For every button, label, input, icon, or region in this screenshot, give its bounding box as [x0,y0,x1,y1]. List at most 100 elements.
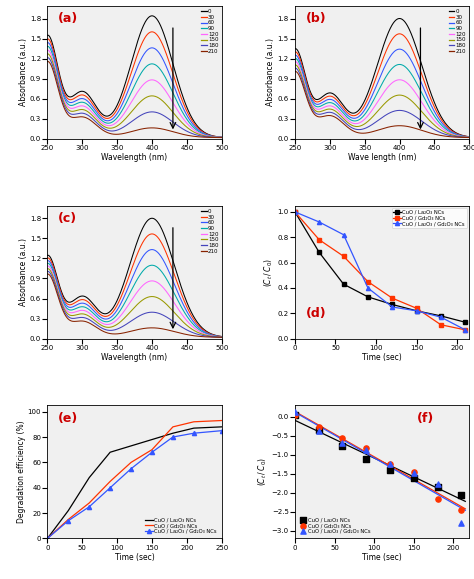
CuO / Gd₂O₃ NCs [363,444,370,453]
CuO / Gd₂O₃ NCs [386,460,394,469]
Y-axis label: Absorbance (a.u.): Absorbance (a.u.) [19,238,28,306]
CuO / La₂O₃ / Gd₂O₃ NCs [191,430,197,437]
CuO / La₂O₃ / Gd₂O₃ NCs [457,519,465,528]
CuO / La₂O₃ NCs [107,449,113,456]
Legend: 0, 30, 60, 90, 120, 150, 180, 210: 0, 30, 60, 90, 120, 150, 180, 210 [201,208,219,254]
CuO / La₂O₃ NCs [191,424,197,431]
CuO / Gd₂O₃ NCs [191,418,197,425]
Text: (d): (d) [305,307,326,320]
CuO / La₂O₃ NCs [434,482,441,492]
CuO / La₂O₃ / Gd₂O₃ NCs [45,535,50,542]
Y-axis label: $(C_t\,/\,C_0)$: $(C_t\,/\,C_0)$ [263,258,275,287]
Legend: 0, 30, 60, 90, 120, 150, 180, 210: 0, 30, 60, 90, 120, 150, 180, 210 [201,9,219,54]
CuO / La₂O₃ NCs [149,436,155,443]
CuO / Gd₂O₃ NCs [414,305,419,312]
CuO / Gd₂O₃ NCs [341,253,346,260]
CuO / Gd₂O₃ NCs [128,459,134,466]
CuO / Gd₂O₃ NCs [389,295,395,302]
CuO / Gd₂O₃ NCs [457,505,465,515]
CuO / La₂O₃ NCs [389,301,395,308]
Line: CuO / La₂O₃ NCs: CuO / La₂O₃ NCs [293,210,467,324]
X-axis label: Time (sec): Time (sec) [362,353,402,362]
Line: CuO / Gd₂O₃ NCs: CuO / Gd₂O₃ NCs [293,210,467,332]
CuO / La₂O₃ NCs [365,294,371,301]
CuO / La₂O₃ / Gd₂O₃ NCs [365,284,371,291]
CuO / Gd₂O₃ NCs [149,446,155,453]
CuO / La₂O₃ / Gd₂O₃ NCs [410,468,418,478]
CuO / La₂O₃ NCs [292,208,298,215]
CuO / La₂O₃ NCs [65,507,71,514]
CuO / La₂O₃ / Gd₂O₃ NCs [317,218,322,225]
Legend: 0, 30, 60, 90, 120, 150, 180, 210: 0, 30, 60, 90, 120, 150, 180, 210 [448,9,466,54]
CuO / Gd₂O₃ NCs [317,236,322,243]
CuO / La₂O₃ NCs [410,473,418,482]
CuO / La₂O₃ / Gd₂O₃ NCs [107,484,113,491]
CuO / Gd₂O₃ NCs [65,516,71,523]
CuO / La₂O₃ NCs [128,442,134,449]
Line: CuO / La₂O₃ NCs: CuO / La₂O₃ NCs [47,427,222,538]
CuO / La₂O₃ / Gd₂O₃ NCs [291,408,299,417]
X-axis label: Wave length (nm): Wave length (nm) [348,153,416,162]
CuO / La₂O₃ NCs [317,249,322,256]
CuO / La₂O₃ NCs [457,490,465,499]
CuO / La₂O₃ / Gd₂O₃ NCs [219,427,225,434]
CuO / Gd₂O₃ NCs [462,327,468,334]
CuO / Gd₂O₃ NCs [438,321,444,328]
CuO / La₂O₃ / Gd₂O₃ NCs [434,480,441,489]
CuO / La₂O₃ NCs [386,466,394,475]
CuO / La₂O₃ / Gd₂O₃ NCs [363,446,370,455]
CuO / Gd₂O₃ NCs [291,410,299,419]
X-axis label: Wavelength (nm): Wavelength (nm) [101,153,168,162]
CuO / Gd₂O₃ NCs [219,417,225,424]
X-axis label: Wavelength (nm): Wavelength (nm) [101,353,168,362]
CuO / La₂O₃ NCs [462,319,468,326]
CuO / La₂O₃ / Gd₂O₃ NCs [86,503,92,510]
CuO / Gd₂O₃ NCs [315,423,322,432]
Line: CuO / La₂O₃ / Gd₂O₃ NCs: CuO / La₂O₃ / Gd₂O₃ NCs [293,210,467,332]
CuO / La₂O₃ NCs [438,313,444,320]
CuO / La₂O₃ / Gd₂O₃ NCs [128,466,134,472]
Text: (f): (f) [417,412,434,425]
CuO / Gd₂O₃ NCs [170,423,176,430]
CuO / La₂O₃ / Gd₂O₃ NCs [414,307,419,314]
CuO / La₂O₃ / Gd₂O₃ NCs [438,314,444,321]
Text: (b): (b) [305,12,326,25]
Legend: CuO / La₂O₃ NCs, CuO / Gd₂O₃ NCs, CuO / La₂O₃ / Gd₂O₃ NCs: CuO / La₂O₃ NCs, CuO / Gd₂O₃ NCs, CuO / … [392,208,466,228]
Legend: CuO / La₂O₃ NCs, CuO / Gd₂O₃ NCs, CuO / La₂O₃ / Gd₂O₃ NCs: CuO / La₂O₃ NCs, CuO / Gd₂O₃ NCs, CuO / … [143,515,219,536]
CuO / Gd₂O₃ NCs [365,278,371,285]
X-axis label: Time (sec): Time (sec) [115,553,155,562]
CuO / La₂O₃ NCs [219,423,225,430]
CuO / La₂O₃ / Gd₂O₃ NCs [149,449,155,456]
CuO / La₂O₃ NCs [341,281,346,288]
Y-axis label: Degradation efficiency (%): Degradation efficiency (%) [17,420,26,523]
CuO / Gd₂O₃ NCs [434,494,441,503]
Text: (e): (e) [58,412,78,425]
CuO / Gd₂O₃ NCs [410,467,418,477]
CuO / La₂O₃ / Gd₂O₃ NCs [65,517,71,524]
CuO / Gd₂O₃ NCs [292,208,298,215]
CuO / Gd₂O₃ NCs [86,500,92,507]
CuO / Gd₂O₃ NCs [339,433,346,442]
X-axis label: Time (sec): Time (sec) [362,553,402,562]
Y-axis label: Absorbance (a.u.): Absorbance (a.u.) [19,38,28,107]
CuO / La₂O₃ NCs [291,410,299,419]
CuO / Gd₂O₃ NCs [45,535,50,542]
CuO / La₂O₃ / Gd₂O₃ NCs [462,327,468,334]
CuO / La₂O₃ NCs [339,442,346,451]
Text: (c): (c) [58,212,77,225]
CuO / La₂O₃ NCs [363,454,370,463]
CuO / La₂O₃ NCs [414,307,419,314]
Y-axis label: $(C_t\,/\,C_0)$: $(C_t\,/\,C_0)$ [257,457,270,486]
Legend: CuO / La₂O₃ NCs, CuO / Gd₂O₃ NCs, CuO / La₂O₃ / Gd₂O₃ NCs: CuO / La₂O₃ NCs, CuO / Gd₂O₃ NCs, CuO / … [298,515,373,536]
CuO / La₂O₃ / Gd₂O₃ NCs [386,460,394,469]
CuO / La₂O₃ NCs [45,535,50,542]
CuO / La₂O₃ / Gd₂O₃ NCs [315,427,322,436]
CuO / La₂O₃ / Gd₂O₃ NCs [389,303,395,310]
CuO / Gd₂O₃ NCs [107,478,113,485]
CuO / La₂O₃ / Gd₂O₃ NCs [339,438,346,447]
CuO / La₂O₃ / Gd₂O₃ NCs [341,231,346,238]
CuO / La₂O₃ NCs [86,474,92,481]
CuO / La₂O₃ / Gd₂O₃ NCs [170,434,176,441]
CuO / La₂O₃ / Gd₂O₃ NCs [292,208,298,215]
Line: CuO / Gd₂O₃ NCs: CuO / Gd₂O₃ NCs [47,420,222,538]
